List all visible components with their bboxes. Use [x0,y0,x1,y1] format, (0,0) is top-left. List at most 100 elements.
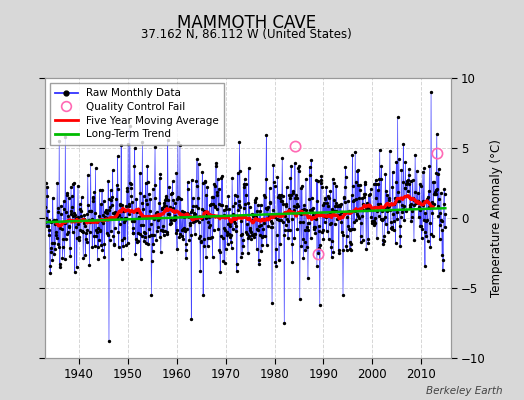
Point [269,178,278,185]
Point [148,232,156,238]
Point [60,198,68,204]
Point [306,206,314,213]
Point [436,210,444,216]
Point [408,208,417,214]
Point [75,201,84,207]
Point [146,196,155,202]
Point [219,258,227,264]
Point [127,193,136,200]
Point [184,214,193,220]
Point [222,206,230,212]
Point [241,176,249,182]
Point [42,223,51,230]
Point [348,226,356,232]
Point [246,226,255,233]
Point [92,233,101,239]
Point [196,239,205,246]
Point [369,218,378,224]
Point [105,237,114,243]
Point [121,234,129,241]
Point [319,226,327,233]
Point [396,223,404,229]
Point [56,264,64,270]
Point [237,218,246,224]
Point [93,256,102,262]
Point [323,193,332,200]
Point [266,199,274,205]
Point [61,134,70,140]
Point [185,237,193,243]
Point [183,210,191,216]
Point [118,236,126,243]
Point [359,206,367,213]
Point [166,204,174,210]
Point [368,218,377,224]
Point [58,219,66,226]
Point [436,190,445,196]
Point [255,260,263,267]
Point [155,174,163,181]
Point [433,202,442,209]
Point [253,208,261,214]
Point [266,185,274,192]
Point [174,195,183,201]
Point [76,206,84,212]
Point [394,189,402,196]
Point [140,238,148,244]
Point [109,210,117,216]
Point [291,160,299,166]
Point [282,201,290,207]
Point [236,232,245,238]
Point [298,207,307,213]
Point [67,208,75,214]
Point [189,218,198,225]
Point [412,168,421,174]
Point [212,163,220,170]
Point [268,219,277,226]
Point [102,209,110,216]
Point [424,194,432,200]
Point [287,162,296,169]
Point [130,145,139,151]
Point [394,114,402,120]
Point [289,188,297,194]
Point [350,218,358,225]
Point [121,215,129,222]
Point [50,221,59,228]
Point [209,200,217,207]
Point [417,222,425,229]
Point [150,216,158,223]
Point [195,219,203,226]
Point [396,242,405,249]
Point [316,177,325,183]
Point [107,228,115,234]
Point [424,188,433,194]
Point [172,230,180,236]
Point [254,227,263,233]
Point [420,165,428,172]
Point [337,219,345,226]
Point [100,198,108,204]
Point [216,269,224,275]
Point [275,192,283,198]
Point [206,212,215,219]
Point [70,210,78,216]
Point [429,233,437,239]
Point [307,156,315,163]
Point [73,214,82,220]
Point [263,206,271,212]
Point [65,224,73,230]
Point [440,200,448,207]
Point [299,254,308,261]
Point [244,200,253,206]
Point [57,203,65,209]
Point [411,200,420,206]
Point [43,223,52,230]
Point [354,212,362,219]
Point [106,204,114,210]
Point [217,175,226,182]
Point [212,160,221,166]
Point [159,228,167,235]
Point [367,207,376,213]
Point [123,188,131,194]
